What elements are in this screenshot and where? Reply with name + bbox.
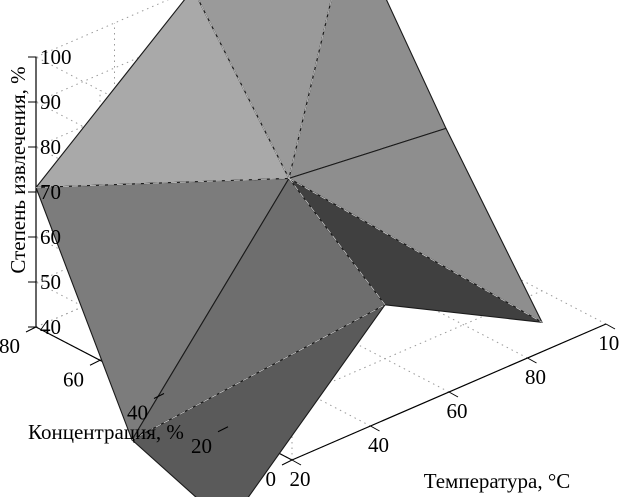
- x-tick: [370, 425, 380, 432]
- x-tick-label: 100: [598, 331, 620, 355]
- z-tick-label: 100: [40, 45, 72, 69]
- surface-facet: [131, 304, 386, 502]
- z-tick-label: 50: [40, 270, 61, 294]
- y-tick: [153, 393, 165, 399]
- tick-layer: 20 40 60 80 100 0 20 40 60 80 40 50 60 70 80 90 100: [0, 45, 620, 491]
- y-tick-label: 0: [266, 467, 277, 491]
- x-tick-label: 60: [447, 399, 468, 423]
- surface-diagonal: [288, 0, 332, 179]
- z-tick-label: 90: [40, 90, 61, 114]
- y-tick: [25, 326, 37, 333]
- surface-diagonal: [288, 178, 543, 323]
- surface-diagonal: [198, 0, 290, 179]
- y-tick: [217, 426, 229, 433]
- surface-layer: [35, 0, 543, 502]
- x-tick-label: 80: [525, 365, 546, 389]
- z-tick-label: 80: [40, 135, 61, 159]
- x-axis-title: Температура, °C: [424, 469, 571, 493]
- x-tick: [527, 357, 537, 364]
- surface-diagonal: [35, 177, 290, 188]
- y-tick: [89, 359, 101, 366]
- floor-gridline: [227, 290, 543, 428]
- x-tick-label: 20: [290, 467, 311, 491]
- surface-diagonal: [131, 304, 386, 441]
- x-tick: [605, 323, 616, 330]
- y-axis-title: Концентрация, %: [28, 420, 184, 444]
- y-tick-label: 20: [191, 434, 212, 458]
- x-tick-label: 40: [368, 433, 389, 457]
- y-tick: [281, 459, 293, 466]
- z-tick-label: 70: [40, 180, 61, 204]
- x-tick: [291, 459, 302, 466]
- y-tick-label: 40: [127, 401, 148, 425]
- y-tick-label: 80: [0, 334, 20, 358]
- x-tick: [448, 391, 459, 398]
- z-tick-label: 40: [40, 315, 61, 339]
- z-tick-label: 60: [40, 225, 61, 249]
- z-axis-title: Степень извлечения, %: [6, 66, 30, 273]
- y-tick-label: 60: [63, 367, 84, 391]
